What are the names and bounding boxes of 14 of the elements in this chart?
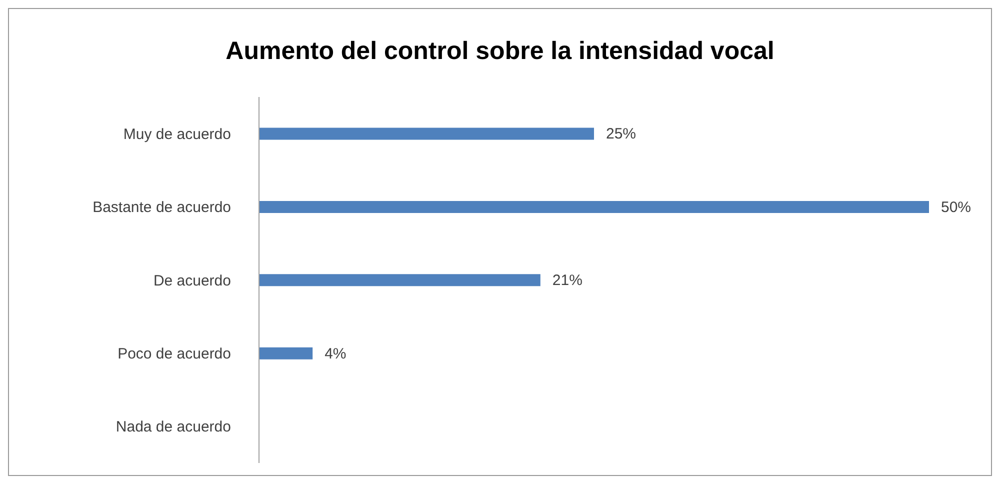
y-tick-label: Bastante de acuerdo [92, 199, 231, 216]
bar [259, 128, 594, 140]
data-label: 50% [941, 198, 972, 216]
data-label: 21% [552, 272, 582, 290]
data-label: 4% [324, 345, 346, 362]
y-tick-label: Poco de acuerdo [118, 346, 231, 363]
y-tick-label: De acuerdo [153, 272, 231, 290]
y-tick-label: Muy de acuerdo [123, 126, 231, 143]
bar [259, 347, 313, 360]
data-label: 25% [606, 126, 636, 143]
bar [259, 200, 929, 213]
chart-title: Aumento del control sobre la intensidad vocal [224, 36, 776, 67]
bar [259, 274, 540, 286]
y-tick-label: Nada de acuerdo [116, 418, 231, 436]
